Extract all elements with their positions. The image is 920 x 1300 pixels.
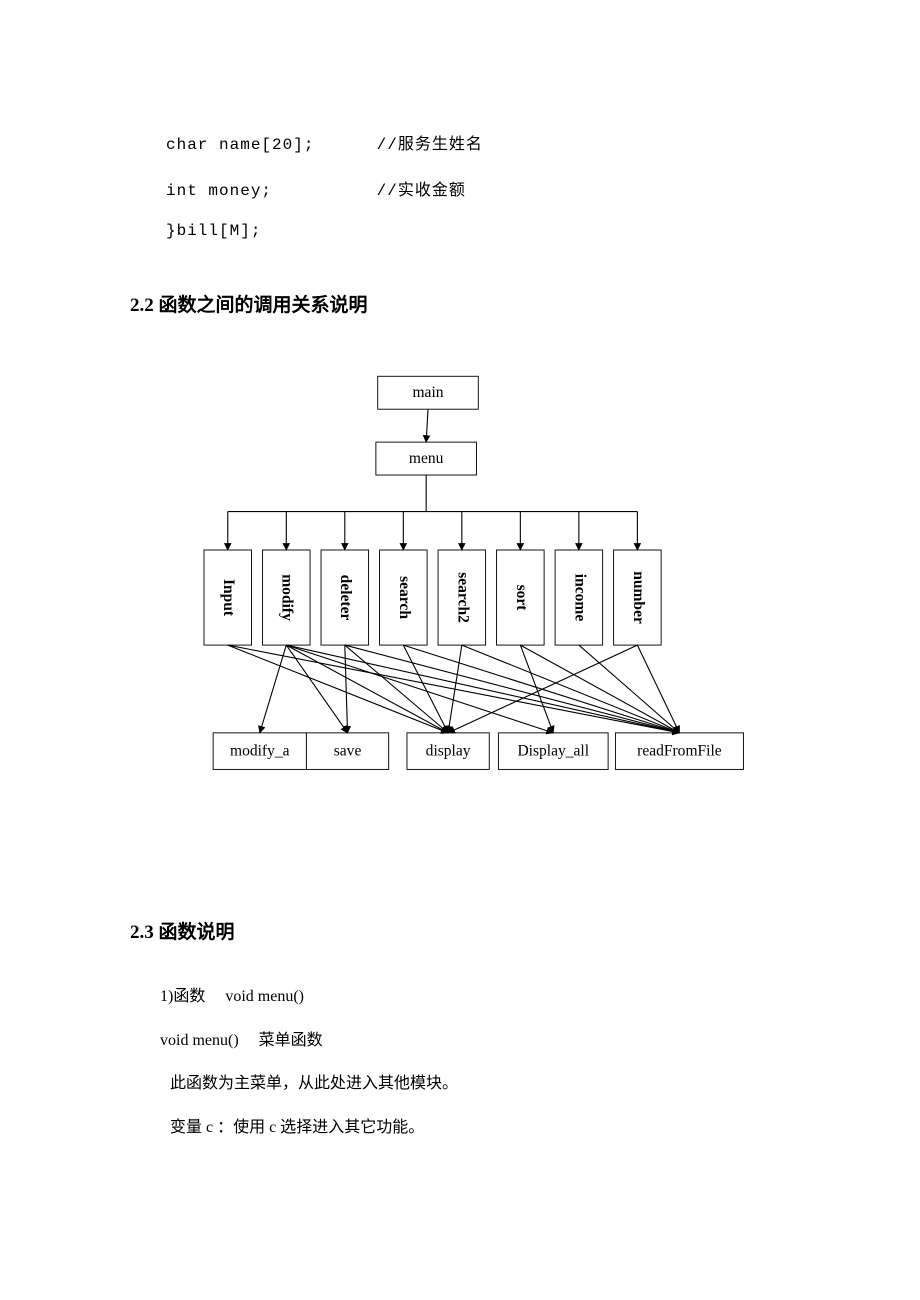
body-line-1: 1)函数 void menu(): [160, 984, 790, 1010]
svg-text:income: income: [571, 574, 588, 622]
svg-text:deleter: deleter: [337, 575, 354, 621]
svg-text:display: display: [426, 743, 471, 760]
section-2-2-title: 2.2 函数之间的调用关系说明: [130, 290, 790, 317]
code-l1-left: char name[20];: [166, 136, 366, 154]
code-line-3: }bill[M];: [166, 222, 790, 240]
code-l1-right: //服务生姓名: [377, 136, 483, 154]
code-l2-left: int money;: [166, 182, 366, 200]
diagram-svg: main menu Input modify deleter search search2 s…: [140, 357, 780, 807]
section-2-3-title: 2.3 函数说明: [130, 917, 790, 944]
svg-text:main: main: [412, 384, 443, 401]
svg-text:modify_a: modify_a: [230, 743, 290, 760]
svg-text:sort: sort: [513, 585, 530, 612]
svg-text:modify: modify: [279, 574, 296, 621]
code-line-2: int money; //实收金额: [166, 176, 790, 200]
svg-text:save: save: [334, 743, 362, 760]
svg-text:menu: menu: [409, 450, 444, 467]
code-line-1: char name[20]; //服务生姓名: [166, 130, 790, 154]
page: char name[20]; //服务生姓名 int money; //实收金额…: [0, 0, 920, 1218]
body-line-4: 变量 c ：使用 c 选择进入其它功能。: [170, 1115, 790, 1141]
svg-text:number: number: [630, 571, 647, 624]
svg-text:Input: Input: [220, 579, 237, 617]
svg-text:readFromFile: readFromFile: [637, 743, 722, 760]
svg-text:Display_all: Display_all: [517, 743, 589, 760]
code-l2-right: //实收金额: [377, 182, 466, 200]
body-line-2: void menu() 菜单函数: [160, 1028, 790, 1054]
svg-text:search: search: [396, 576, 413, 619]
body-line-3: 此函数为主菜单，从此处进入其他模块。: [170, 1071, 790, 1097]
svg-text:search2: search2: [454, 572, 471, 623]
function-call-diagram: main menu Input modify deleter search search2 s…: [140, 357, 780, 807]
